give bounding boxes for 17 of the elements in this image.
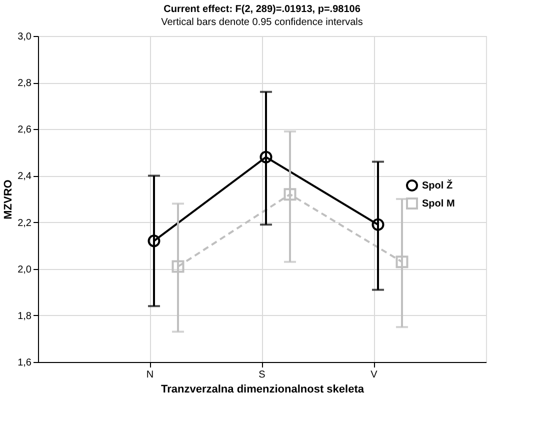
x-tick-label: S xyxy=(258,370,266,380)
y-axis-title: MZVRO xyxy=(2,179,15,220)
y-tick-label: 2,4 xyxy=(18,171,32,182)
x-axis-title: Tranzverzalna dimenzionalnost skeleta xyxy=(161,384,365,396)
legend-label: Spol Ž xyxy=(422,179,453,192)
legend-label: Spol M xyxy=(422,198,455,210)
x-tick-label: V xyxy=(370,370,378,380)
y-tick-label: 2,0 xyxy=(18,264,32,276)
y-tick-label: 1,6 xyxy=(18,358,32,368)
y-tick-label: 1,8 xyxy=(18,310,32,322)
y-tick-label: 2,2 xyxy=(18,218,32,229)
y-tick-label: 2,6 xyxy=(18,124,32,136)
chart-title: Current effect: F(2, 289)=.01913, p=.98106 xyxy=(164,4,361,15)
chart-subtitle: Vertical bars denote 0.95 confidence intervals xyxy=(161,17,363,28)
y-tick-label: 3,0 xyxy=(18,32,32,42)
x-tick-label: N xyxy=(146,370,154,380)
y-tick-label: 2,8 xyxy=(18,78,32,90)
